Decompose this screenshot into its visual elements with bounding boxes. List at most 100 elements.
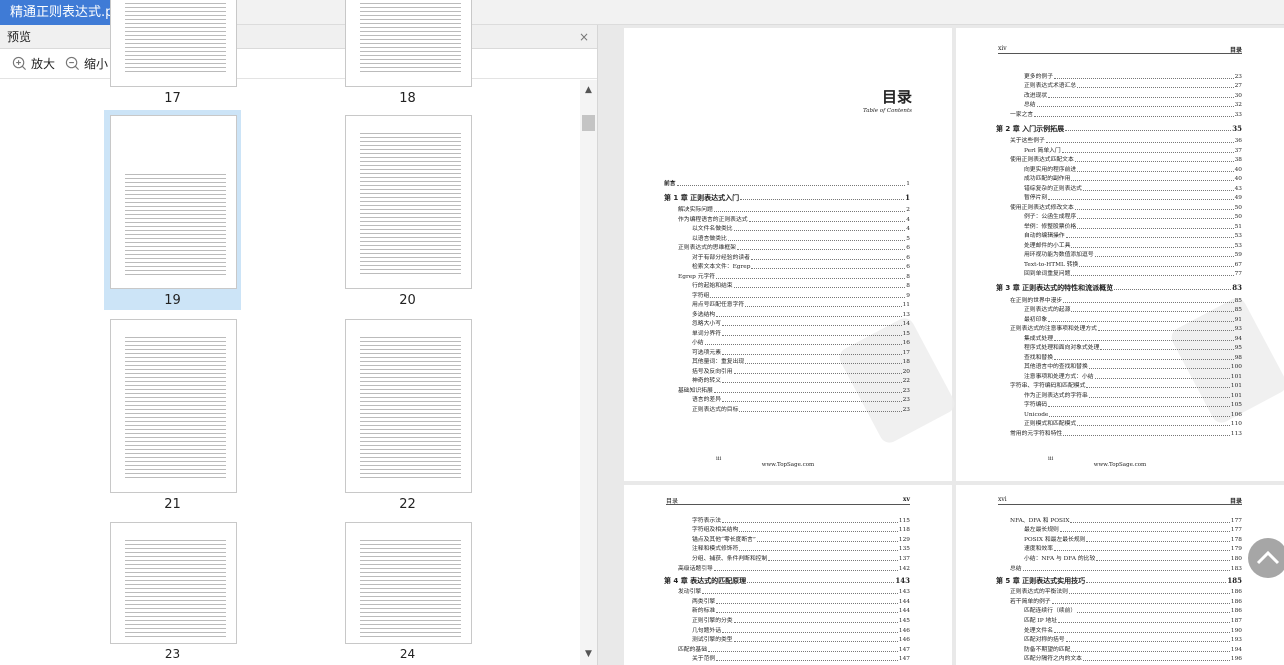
toc-entry[interactable]: 总结 183 bbox=[996, 563, 1242, 573]
toc-entry[interactable]: 注释和模式修饰符 135 bbox=[664, 544, 910, 554]
toc-entry[interactable]: 以语言做类比 5 bbox=[664, 233, 910, 243]
toc-entry[interactable]: 高级话题引导 142 bbox=[664, 563, 910, 573]
toc-entry[interactable]: 解决实际问题 2 bbox=[664, 205, 910, 215]
toc-entry[interactable]: 匹配的基础 147 bbox=[664, 644, 910, 654]
scroll-up-icon[interactable]: ▲ bbox=[585, 85, 592, 95]
toc-entry[interactable]: 检索文本文件：Egrep 6 bbox=[664, 262, 910, 272]
toc-entry[interactable]: 在正则的世界中漫步 85 bbox=[996, 295, 1242, 305]
toc-entry[interactable]: POSIX 和最左最长规则 178 bbox=[996, 534, 1242, 544]
toc-entry[interactable]: 改进现状 30 bbox=[996, 90, 1242, 100]
toc-entry[interactable]: 回到单词重复问题 77 bbox=[996, 269, 1242, 279]
toc-entry[interactable]: 两类引擎 144 bbox=[664, 596, 910, 606]
page-thumbnail[interactable]: 20 bbox=[339, 110, 476, 310]
toc-entry[interactable]: 匹配对称的括号 193 bbox=[996, 635, 1242, 645]
page-thumbnail[interactable]: 17 bbox=[104, 0, 241, 108]
toc-entry[interactable]: 正则引擎的分类 145 bbox=[664, 615, 910, 625]
toc-entry[interactable]: 使用正则表达式匹配文本 38 bbox=[996, 155, 1242, 165]
toc-entry[interactable]: 正则模式和匹配模式 110 bbox=[996, 419, 1242, 429]
scroll-down-icon[interactable]: ▼ bbox=[585, 649, 592, 659]
toc-entry[interactable]: 一家之言 33 bbox=[996, 109, 1242, 119]
toc-entry[interactable]: Egrep 元字符 8 bbox=[664, 271, 910, 281]
toc-entry[interactable]: 用点号匹配任意字符 11 bbox=[664, 300, 910, 310]
toc-entry[interactable]: 作为编程语言的正则表达式 4 bbox=[664, 214, 910, 224]
toc-entry[interactable]: 基础知识拓展 23 bbox=[664, 385, 910, 395]
scrollbar-thumb[interactable] bbox=[582, 115, 595, 131]
toc-entry[interactable]: 最初印象 91 bbox=[996, 314, 1242, 324]
page-thumbnail[interactable]: 24 bbox=[339, 517, 476, 662]
toc-entry[interactable]: 正则表达式的起源 85 bbox=[996, 305, 1242, 315]
toc-entry[interactable]: 自动的编辑操作 53 bbox=[996, 231, 1242, 241]
toc-entry[interactable]: 正则表达式的目标 23 bbox=[664, 404, 910, 414]
page-thumbnail[interactable]: 18 bbox=[339, 0, 476, 108]
toc-entry[interactable]: 字符串、字符编码和匹配模式 101 bbox=[996, 381, 1242, 391]
toc-entry[interactable]: 多选结构 13 bbox=[664, 309, 910, 319]
toc-entry[interactable]: 对于有部分经验的读者 6 bbox=[664, 252, 910, 262]
toc-entry[interactable]: 正则表达式的注意事项和处理方式 93 bbox=[996, 324, 1242, 334]
toc-entry[interactable]: 字符组 9 bbox=[664, 290, 910, 300]
toc-entry[interactable]: 字符表示法 115 bbox=[664, 515, 910, 525]
toc-entry[interactable]: 作为正则表达式的字符串 101 bbox=[996, 390, 1242, 400]
toc-entry[interactable]: 例子：公函生成程序 50 bbox=[996, 212, 1242, 222]
toc-entry[interactable]: 神奇的转义 22 bbox=[664, 376, 910, 386]
toc-entry[interactable]: 匹配连续行（续前） 186 bbox=[996, 606, 1242, 616]
toc-entry[interactable]: 第 2 章 入门示例拓展 35 bbox=[996, 119, 1242, 136]
toc-entry[interactable]: 几句题外话 146 bbox=[664, 625, 910, 635]
toc-entry[interactable]: NFA、DFA 和 POSIX 177 bbox=[996, 515, 1242, 525]
toc-entry[interactable]: 第 1 章 正则表达式入门 1 bbox=[664, 188, 910, 205]
close-preview-icon[interactable]: × bbox=[578, 30, 589, 44]
toc-entry[interactable]: 括号及反向引用 20 bbox=[664, 366, 910, 376]
toc-entry[interactable]: 程序式处理和面向对象式处理 95 bbox=[996, 343, 1242, 353]
toc-entry[interactable]: Unicode 106 bbox=[996, 409, 1242, 419]
toc-entry[interactable]: 前言 1 bbox=[664, 178, 910, 188]
toc-entry[interactable]: 总结 32 bbox=[996, 100, 1242, 110]
toc-entry[interactable]: 第 3 章 正则表达式的特性和流派概览 83 bbox=[996, 278, 1242, 295]
toc-entry[interactable]: 集成式处理 94 bbox=[996, 333, 1242, 343]
toc-entry[interactable]: 小结 16 bbox=[664, 338, 910, 348]
toc-entry[interactable]: 测试引擎的类型 146 bbox=[664, 635, 910, 645]
toc-entry[interactable]: 关于范例 147 bbox=[664, 654, 910, 664]
toc-entry[interactable]: 以文件名做类比 4 bbox=[664, 224, 910, 234]
toc-entry[interactable]: 分组、捕获、条件判断和控制 137 bbox=[664, 553, 910, 563]
toc-entry[interactable]: Text-to-HTML 转换 67 bbox=[996, 259, 1242, 269]
toc-entry[interactable]: 处理文件名 190 bbox=[996, 625, 1242, 635]
toc-entry[interactable]: 正则表达式的平衡法则 186 bbox=[996, 587, 1242, 597]
page-thumbnail[interactable]: 22 bbox=[339, 314, 476, 514]
toc-entry[interactable]: 新的标准 144 bbox=[664, 606, 910, 616]
toc-entry[interactable]: 正则表达式的思维框架 6 bbox=[664, 243, 910, 253]
toc-entry[interactable]: 正则表达式术语汇总 27 bbox=[996, 81, 1242, 91]
toc-entry[interactable]: 查找和替换 98 bbox=[996, 352, 1242, 362]
toc-entry[interactable]: 使用正则表达式修改文本 50 bbox=[996, 202, 1242, 212]
toc-entry[interactable]: 成功匹配的副作用 40 bbox=[996, 174, 1242, 184]
toc-entry[interactable]: 速度和效率 179 bbox=[996, 544, 1242, 554]
toc-entry[interactable]: 向更实用的程序前进 40 bbox=[996, 164, 1242, 174]
toc-entry[interactable]: 字符编码 105 bbox=[996, 400, 1242, 410]
toc-entry[interactable]: 防备不期望的匹配 194 bbox=[996, 644, 1242, 654]
toc-entry[interactable]: 其他量词：重复出现 18 bbox=[664, 357, 910, 367]
toc-entry[interactable]: 第 4 章 表达式的匹配原理 143 bbox=[664, 573, 910, 587]
toc-entry[interactable]: 注意事项和处理方式：小结 101 bbox=[996, 371, 1242, 381]
toc-entry[interactable]: 忽略大小写 14 bbox=[664, 319, 910, 329]
zoom-out-button[interactable]: 缩小 bbox=[65, 55, 108, 72]
toc-entry[interactable]: 最左最长规则 177 bbox=[996, 525, 1242, 535]
toc-entry[interactable]: 匹配分隔符之内的文本 196 bbox=[996, 654, 1242, 664]
toc-entry[interactable]: 其他语言中的查找和替换 100 bbox=[996, 362, 1242, 372]
toc-entry[interactable]: 举例：修整股票价格 51 bbox=[996, 221, 1242, 231]
toc-entry[interactable]: 发动引擎 143 bbox=[664, 587, 910, 597]
toc-entry[interactable]: 小结：NFA 与 DFA 的比较 180 bbox=[996, 553, 1242, 563]
page-thumbnail[interactable]: 19 bbox=[104, 110, 241, 310]
toc-entry[interactable]: 更多的例子 23 bbox=[996, 71, 1242, 81]
toc-entry[interactable]: 匹配 IP 地址 187 bbox=[996, 615, 1242, 625]
toc-entry[interactable]: 语言的差异 23 bbox=[664, 395, 910, 405]
toc-entry[interactable]: 用环视功能为数值添加逗号 59 bbox=[996, 250, 1242, 260]
toc-entry[interactable]: 暂停片刻 49 bbox=[996, 193, 1242, 203]
thumbnail-scrollbar[interactable]: ▲ ▼ bbox=[580, 80, 597, 665]
toc-entry[interactable]: 常用的元字符和特性 113 bbox=[996, 428, 1242, 438]
toc-entry[interactable]: 第 5 章 正则表达式实用技巧 185 bbox=[996, 573, 1242, 587]
toc-entry[interactable]: 锚点及其他“零长度断言” 129 bbox=[664, 534, 910, 544]
page-thumbnail[interactable]: 23 bbox=[104, 517, 241, 662]
toc-entry[interactable]: 行的起始和结束 8 bbox=[664, 281, 910, 291]
toc-entry[interactable]: 处理邮件的小工具 53 bbox=[996, 240, 1242, 250]
toc-entry[interactable]: 单词分界符 15 bbox=[664, 328, 910, 338]
toc-entry[interactable]: 若干简单的例子 186 bbox=[996, 596, 1242, 606]
toc-entry[interactable]: 可选项元素 17 bbox=[664, 347, 910, 357]
